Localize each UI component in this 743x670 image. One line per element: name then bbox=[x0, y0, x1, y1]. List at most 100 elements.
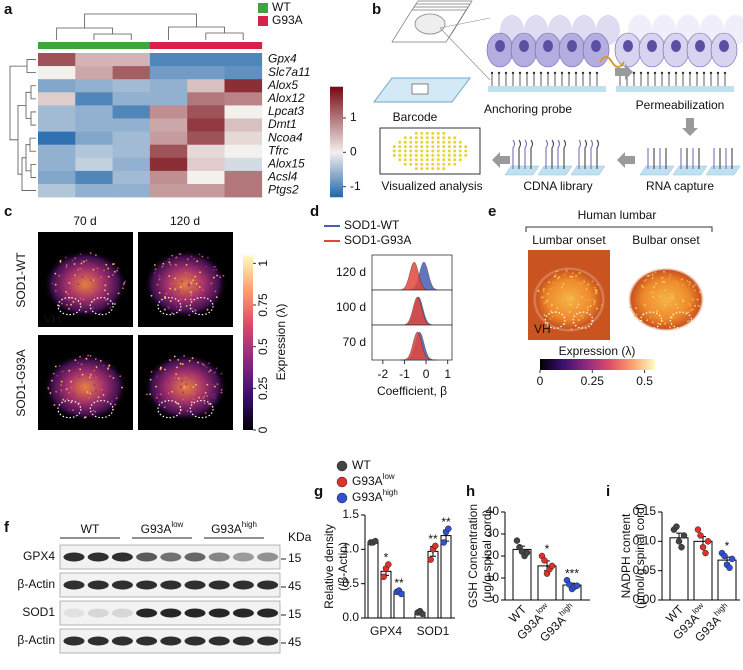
heatmap-cell bbox=[187, 92, 225, 106]
spot bbox=[179, 253, 182, 256]
probe-tip bbox=[511, 71, 515, 75]
spot bbox=[458, 153, 462, 157]
spot bbox=[679, 294, 681, 297]
heatmap-cell bbox=[112, 53, 151, 67]
colorbar-tick-label: 0.25 bbox=[581, 374, 605, 388]
heatmap-cell bbox=[187, 105, 225, 119]
heatmap-cell bbox=[75, 157, 113, 172]
spot bbox=[113, 270, 116, 273]
probe-tip bbox=[574, 71, 578, 75]
spot bbox=[586, 309, 589, 311]
spot bbox=[431, 158, 435, 162]
heatmap-cell bbox=[224, 118, 263, 132]
band bbox=[160, 580, 182, 590]
spot bbox=[192, 279, 194, 281]
legend-label: WT bbox=[272, 0, 291, 14]
spot bbox=[581, 296, 584, 299]
spot bbox=[179, 388, 181, 390]
heatmap-cell bbox=[38, 118, 76, 132]
dendrogram bbox=[30, 163, 36, 178]
group-label-sup: high bbox=[242, 520, 257, 529]
spot bbox=[203, 402, 206, 405]
band bbox=[111, 608, 133, 618]
spot bbox=[95, 376, 97, 379]
capture-slab bbox=[504, 165, 540, 176]
spot bbox=[68, 307, 70, 310]
band bbox=[184, 608, 206, 618]
arrow bbox=[682, 118, 698, 136]
spot bbox=[663, 270, 665, 273]
spot bbox=[68, 391, 70, 394]
vh-outline bbox=[157, 296, 182, 316]
tissue-signal bbox=[627, 267, 705, 332]
spot bbox=[640, 284, 643, 287]
data-point bbox=[523, 549, 531, 556]
probe-tip bbox=[716, 71, 720, 75]
bar bbox=[367, 541, 379, 619]
spot bbox=[636, 313, 639, 316]
spot bbox=[190, 293, 193, 295]
spot bbox=[188, 273, 191, 276]
y-tick-label: 0 bbox=[492, 592, 499, 606]
spot bbox=[442, 149, 446, 153]
spot bbox=[82, 298, 85, 301]
spot bbox=[181, 363, 184, 366]
spot bbox=[196, 260, 199, 263]
spot bbox=[547, 292, 549, 295]
spot bbox=[47, 387, 50, 390]
spot bbox=[185, 402, 188, 405]
heatmap-cell bbox=[187, 131, 225, 145]
arrow bbox=[617, 152, 635, 168]
colorbar-step bbox=[330, 101, 343, 104]
probe-tip bbox=[702, 71, 706, 75]
colorbar-step bbox=[330, 158, 343, 161]
spot bbox=[87, 262, 89, 265]
data-point bbox=[678, 543, 685, 551]
band bbox=[136, 552, 158, 562]
heatmap-cell bbox=[187, 170, 225, 185]
colorbar bbox=[243, 255, 253, 430]
spot bbox=[575, 298, 577, 301]
x-tick-label-sup: high bbox=[712, 601, 729, 618]
band bbox=[184, 580, 206, 590]
spot bbox=[207, 362, 210, 365]
bracket bbox=[525, 226, 713, 232]
spot bbox=[414, 158, 418, 162]
spot bbox=[213, 385, 216, 388]
y-tick-label: 10 bbox=[486, 570, 500, 584]
spot bbox=[203, 364, 205, 367]
spot bbox=[64, 386, 67, 389]
spot bbox=[689, 309, 692, 312]
spot bbox=[447, 153, 451, 157]
spot bbox=[554, 273, 557, 276]
spot bbox=[420, 145, 424, 149]
y-axis-label: (μg/g spinal cord) bbox=[480, 510, 494, 603]
colorbar-step bbox=[330, 125, 343, 128]
spot bbox=[69, 297, 71, 300]
spot bbox=[86, 266, 88, 269]
spot bbox=[458, 149, 462, 153]
spot bbox=[577, 303, 580, 306]
colorbar-tick-label: 0.5 bbox=[256, 338, 270, 355]
spot bbox=[436, 136, 440, 140]
spot bbox=[173, 355, 176, 358]
spot bbox=[202, 397, 205, 399]
spot bbox=[171, 254, 174, 257]
spot bbox=[595, 292, 598, 295]
panel-label: c bbox=[4, 203, 12, 220]
spot bbox=[675, 303, 677, 306]
spot bbox=[74, 257, 77, 260]
colorbar-step bbox=[330, 117, 343, 121]
spot bbox=[93, 369, 96, 372]
spot bbox=[688, 302, 691, 305]
heatmap-cell bbox=[187, 118, 225, 132]
spot bbox=[688, 319, 690, 322]
band bbox=[87, 636, 109, 646]
spot bbox=[442, 131, 446, 135]
heatmap-cell bbox=[38, 184, 76, 198]
spot bbox=[545, 301, 548, 303]
heatmap-cell bbox=[224, 144, 263, 159]
spot bbox=[542, 290, 545, 293]
spot bbox=[201, 255, 204, 258]
y-tick-label: 1.0 bbox=[342, 542, 359, 556]
